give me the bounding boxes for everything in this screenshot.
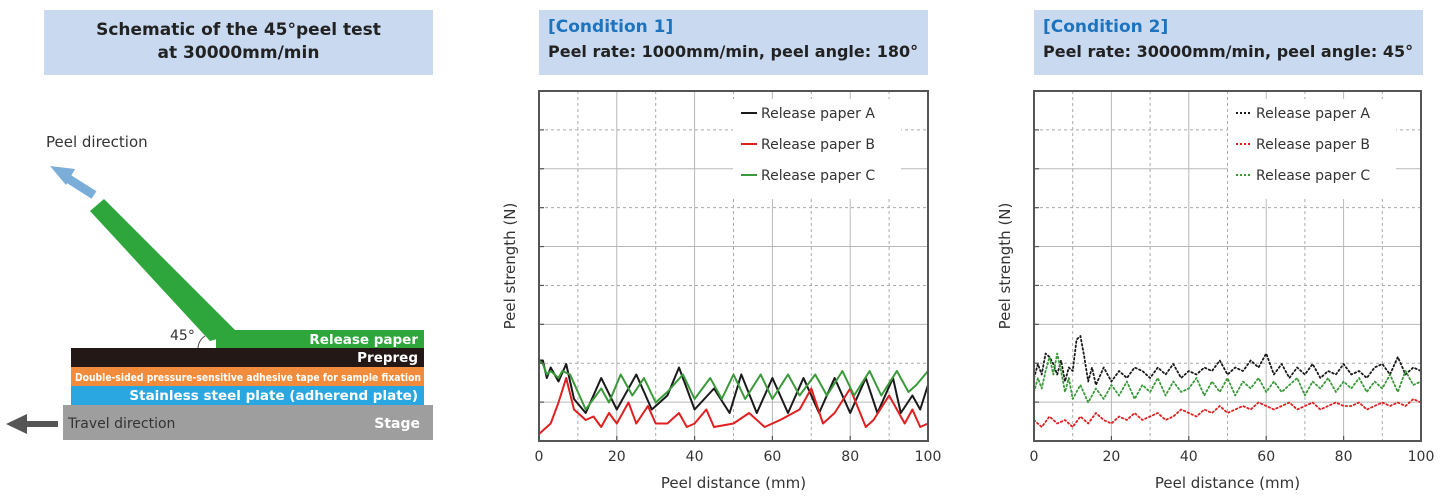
peel-arrow-head	[50, 166, 75, 185]
peel-direction-arrow-icon	[50, 166, 97, 199]
chart1-x-tick-label: 20	[608, 449, 626, 465]
chart2-x-axis-label: Peel distance (mm)	[1155, 474, 1300, 492]
chart2-series-line-2	[1033, 398, 1422, 428]
chart2-series-line-3	[1033, 352, 1422, 404]
adhesive-tape-label: Double-sided pressure-sensitive adhesive…	[75, 371, 421, 384]
chart2-series-line-1	[1033, 335, 1422, 386]
chart2-grid	[1034, 91, 1421, 442]
angle-label: 45°	[170, 328, 195, 344]
chart2-legend-label-2: Release paper B	[1256, 137, 1370, 153]
peel-test-schematic: Peel direction 45° Release paper Prepreg…	[6, 133, 433, 440]
angle-arc	[197, 335, 206, 350]
chart2-legend-label-1: Release paper A	[1256, 106, 1370, 122]
chart1-legend-label-3: Release paper C	[761, 168, 875, 184]
chart1-x-tick-label: 100	[915, 449, 942, 465]
schematic-title-line2: at 30000mm/min	[157, 43, 320, 63]
chart1-x-tick-label: 60	[763, 449, 781, 465]
peeled-release-paper-strip	[90, 199, 238, 341]
chart1-x-axis-label: Peel distance (mm)	[661, 474, 806, 492]
steel-plate-label: Stainless steel plate (adherend plate)	[129, 388, 418, 404]
chart2-legend-label-3: Release paper C	[1256, 168, 1370, 184]
chart1-x-tick-label: 0	[535, 449, 544, 465]
stage-layer	[63, 405, 433, 440]
chart1-series-line-1	[539, 359, 929, 414]
chart2-x-tick-label: 40	[1180, 449, 1198, 465]
chart2-legend: Release paper A Release paper B Release pa…	[1228, 99, 1396, 199]
chart2-x-tick-label: 0	[1030, 449, 1039, 465]
prepreg-layer	[71, 348, 424, 367]
adhesive-tape-layer	[71, 367, 424, 386]
schematic-title-line1: Schematic of the 45°peel test	[96, 20, 381, 40]
chart1-y-axis-label: Peel strength (N)	[501, 203, 519, 330]
chart2-legend-box	[1228, 99, 1396, 199]
release-paper-label: Release paper	[309, 332, 418, 348]
chart2-x-tick-label: 60	[1257, 449, 1275, 465]
condition2-tag: [Condition 2]	[1043, 17, 1169, 37]
condition2-banner: [Condition 2] Peel rate: 30000mm/min, pe…	[1034, 10, 1423, 75]
chart1-series	[538, 359, 929, 435]
chart1-axes: 0 20 40 60 80 100 Peel distance (mm) Peel stren…	[501, 90, 942, 492]
chart2-series	[1033, 335, 1422, 428]
chart1-series-line-3	[538, 359, 929, 411]
chart1-legend-label-1: Release paper A	[761, 106, 875, 122]
chart2-x-tick-label: 80	[1335, 449, 1353, 465]
chart1-x-tick-label: 40	[686, 449, 704, 465]
steel-plate-layer	[71, 386, 424, 405]
travel-arrow-head	[6, 414, 27, 434]
chart2-x-tick-label: 20	[1102, 449, 1120, 465]
chart1-plot-frame	[538, 90, 929, 442]
chart1-legend-label-2: Release paper B	[761, 137, 875, 153]
chart1-series-line-2	[538, 377, 929, 435]
chart2-plot-frame	[1033, 90, 1422, 442]
chart2-y-axis-label: Peel strength (N)	[996, 203, 1014, 330]
travel-direction-arrow-icon	[6, 414, 58, 434]
condition1-banner: [Condition 1] Peel rate: 1000mm/min, pee…	[539, 10, 928, 75]
stage-label: Stage	[374, 416, 420, 432]
condition1-subtitle: Peel rate: 1000mm/min, peel angle: 180°	[548, 42, 919, 61]
condition2-subtitle: Peel rate: 30000mm/min, peel angle: 45°	[1043, 42, 1414, 61]
chart2-axes: 0 20 40 60 80 100 Peel distance (mm) Peel stren…	[996, 90, 1435, 492]
chart1-x-tick-label: 80	[841, 449, 859, 465]
schematic-title-banner: Schematic of the 45°peel test at 30000mm…	[44, 10, 433, 75]
travel-direction-label: Travel direction	[67, 416, 175, 432]
chart1-legend: Release paper A Release paper B Release pa…	[733, 99, 901, 199]
release-paper-layer	[216, 330, 424, 348]
prepreg-label: Prepreg	[357, 350, 418, 366]
chart1-legend-box	[733, 99, 901, 199]
condition1-tag: [Condition 1]	[548, 17, 674, 37]
peel-direction-label: Peel direction	[46, 133, 148, 151]
chart2-x-tick-label: 100	[1408, 449, 1435, 465]
chart1-grid	[539, 91, 928, 442]
